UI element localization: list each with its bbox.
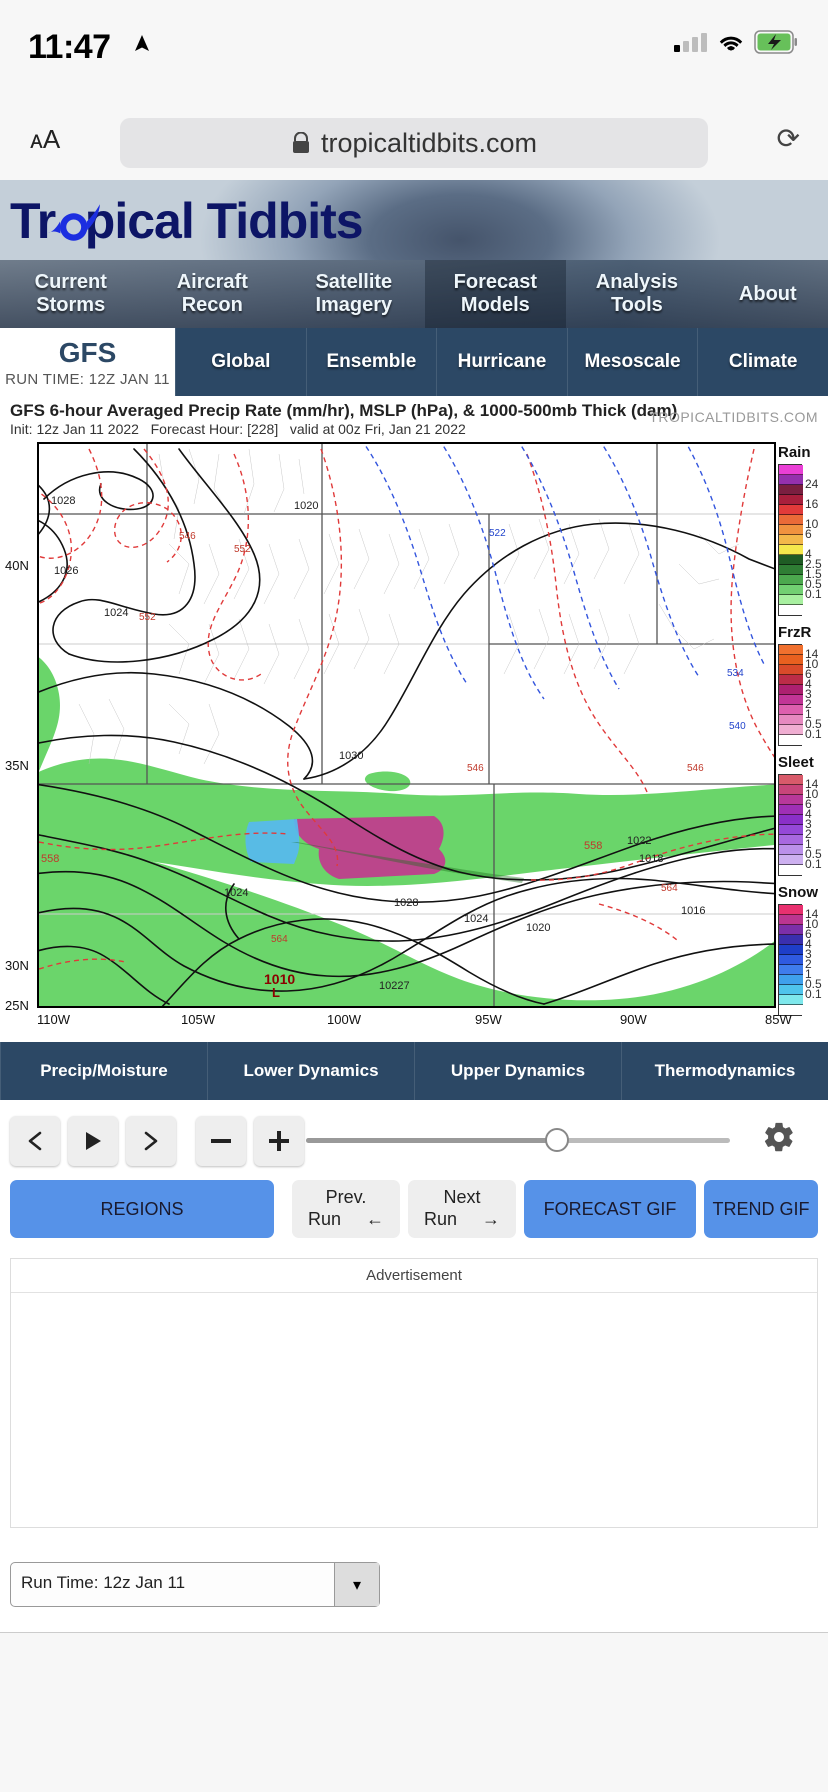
svg-text:1022: 1022 (627, 835, 651, 847)
svg-text:1018: 1018 (639, 853, 663, 865)
svg-text:564: 564 (271, 934, 288, 945)
svg-text:1024: 1024 (464, 913, 488, 925)
svg-text:10227: 10227 (379, 980, 410, 992)
svg-text:552: 552 (139, 612, 156, 623)
svg-text:558: 558 (584, 840, 602, 852)
svg-text:552: 552 (234, 544, 251, 555)
svg-text:1028: 1028 (51, 495, 75, 507)
svg-text:558: 558 (41, 853, 59, 865)
svg-text:1016: 1016 (681, 905, 705, 917)
svg-text:546: 546 (467, 763, 484, 774)
svg-text:1024: 1024 (224, 887, 248, 899)
svg-text:L: L (272, 985, 280, 1000)
svg-text:546: 546 (179, 531, 196, 542)
svg-text:1024: 1024 (104, 607, 128, 619)
svg-text:1030: 1030 (339, 750, 363, 762)
svg-text:522: 522 (489, 528, 506, 539)
svg-text:546: 546 (687, 763, 704, 774)
svg-text:1026: 1026 (54, 565, 78, 577)
svg-text:1020: 1020 (294, 500, 318, 512)
svg-text:1028: 1028 (394, 897, 418, 909)
svg-text:1020: 1020 (526, 922, 550, 934)
svg-text:564: 564 (661, 883, 678, 894)
svg-text:534: 534 (727, 668, 744, 679)
svg-text:540: 540 (729, 721, 746, 732)
